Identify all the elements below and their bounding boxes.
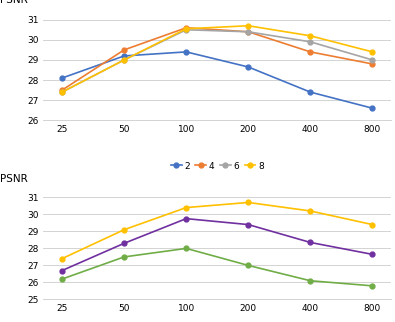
Y-axis label: PSNR: PSNR (0, 175, 28, 185)
Y-axis label: PSNR: PSNR (0, 0, 28, 5)
Legend: 2, 4, 6, 8: 2, 4, 6, 8 (167, 158, 267, 174)
